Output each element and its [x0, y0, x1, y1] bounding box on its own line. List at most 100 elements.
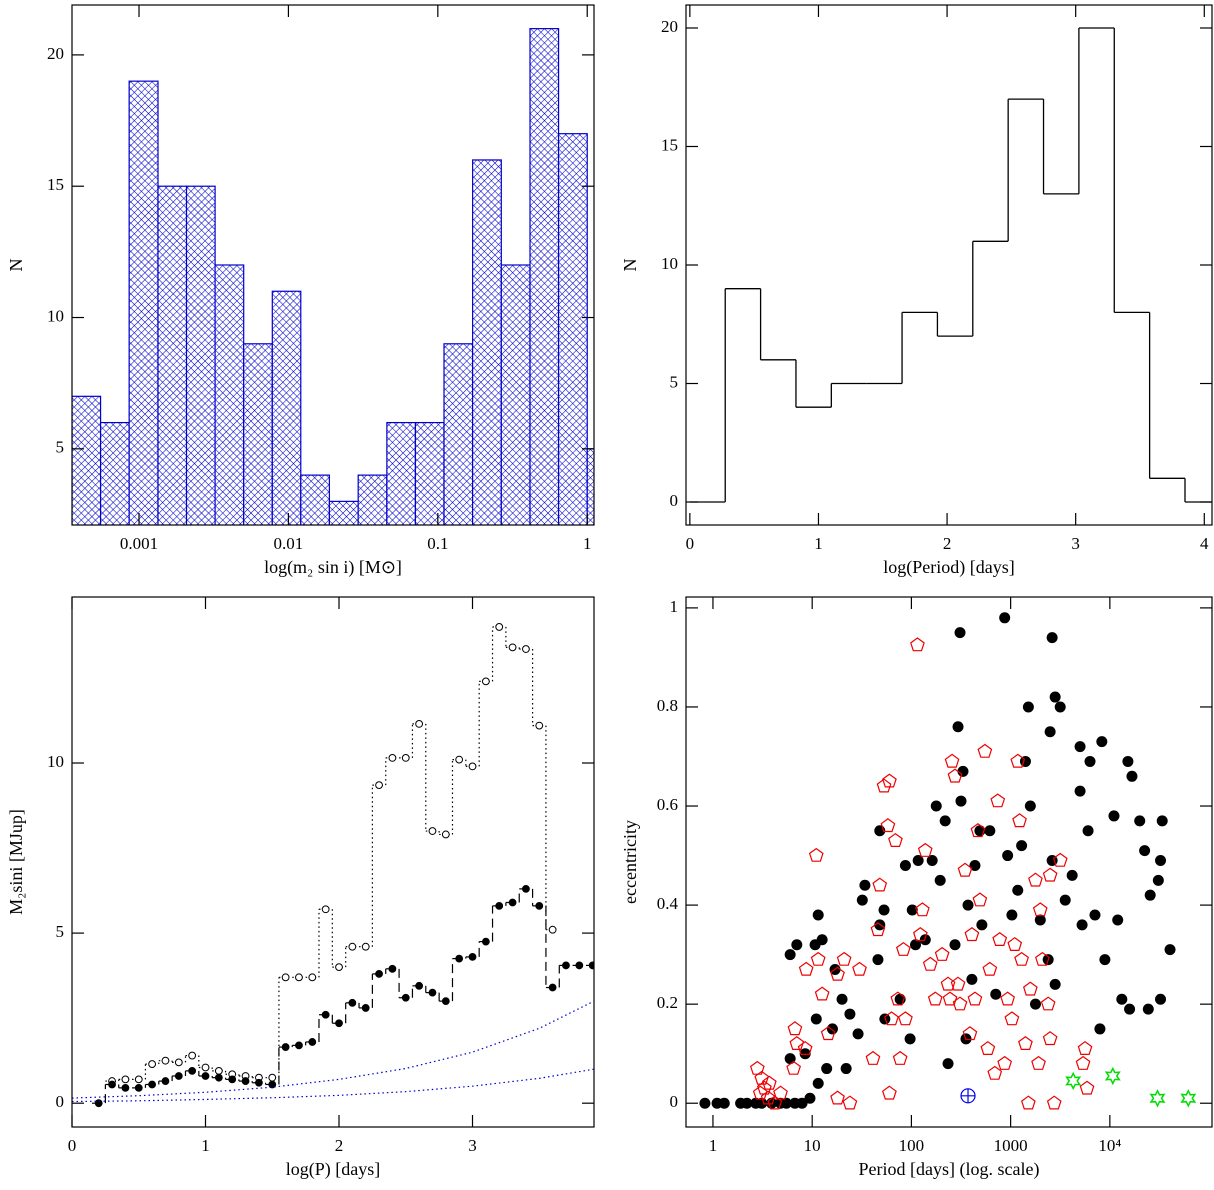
x-tick-label: 1: [814, 534, 823, 553]
point: [1022, 981, 1038, 996]
point: [760, 1090, 776, 1105]
curve: [72, 1068, 594, 1103]
point: [970, 823, 986, 838]
plot-area: [72, 28, 594, 525]
point: [1076, 919, 1088, 931]
y-tick-label: 15: [47, 175, 64, 194]
point: [904, 1033, 916, 1045]
point: [1040, 996, 1056, 1011]
x-axis-label: log(P) [days]: [286, 1159, 380, 1180]
point: [1044, 726, 1056, 738]
marker: [228, 1075, 237, 1084]
point: [1156, 815, 1168, 827]
marker: [214, 1073, 223, 1082]
x-tick-label: 10⁴: [1098, 1136, 1121, 1155]
point: [976, 919, 988, 931]
point: [1029, 998, 1041, 1010]
point: [888, 832, 903, 848]
point: [890, 991, 906, 1006]
marker: [255, 1078, 263, 1087]
point: [767, 1095, 783, 1110]
point: [990, 988, 1002, 1000]
point: [799, 1048, 811, 1060]
point: [950, 976, 966, 991]
bar: [328, 500, 359, 525]
point: [773, 1085, 788, 1100]
bar: [586, 448, 594, 525]
marker: [361, 1004, 370, 1012]
point: [987, 1065, 1003, 1080]
point: [1042, 1031, 1058, 1046]
point: [1124, 1003, 1136, 1015]
point: [881, 1085, 897, 1100]
point: [880, 818, 896, 833]
point: [879, 1013, 891, 1025]
marker: [508, 898, 517, 907]
point: [844, 1008, 856, 1020]
bar: [214, 264, 245, 525]
point: [741, 1097, 753, 1109]
point: [1034, 951, 1050, 966]
point: [952, 996, 968, 1011]
point: [912, 855, 924, 867]
x-tick-label: 2: [335, 1136, 344, 1155]
plot-frame: [685, 4, 1213, 526]
x-tick-label: 2: [943, 534, 952, 553]
point: [899, 859, 911, 871]
point: [977, 743, 993, 758]
point: [1112, 914, 1124, 926]
point: [926, 855, 938, 867]
y-tick-label: 10: [47, 306, 64, 325]
point: [1049, 978, 1061, 990]
point: [784, 949, 796, 961]
plot-frame: [685, 596, 1213, 1128]
marker: [522, 645, 530, 653]
point: [960, 1088, 976, 1104]
x-tick-label: 4: [1200, 534, 1209, 553]
point: [859, 879, 871, 891]
point: [984, 825, 996, 837]
point: [752, 1085, 768, 1100]
y-tick-label: 20: [47, 44, 64, 63]
marker: [441, 997, 450, 1006]
point: [1164, 944, 1176, 956]
bar: [443, 343, 474, 525]
point: [1004, 1011, 1020, 1026]
point: [1139, 845, 1151, 857]
point: [1010, 753, 1026, 768]
point: [830, 966, 845, 981]
x-axis-label: log(Period) [days]: [883, 557, 1014, 578]
y-tick-label: 0: [56, 1092, 65, 1111]
point: [786, 1060, 802, 1075]
point: [927, 991, 943, 1006]
x-tick-label: 1: [583, 534, 592, 553]
marker: [535, 901, 544, 910]
point: [1046, 1095, 1062, 1110]
point: [1022, 701, 1034, 713]
point: [997, 1055, 1013, 1070]
point: [856, 894, 868, 906]
marker: [295, 973, 303, 982]
point: [990, 793, 1006, 808]
point: [942, 991, 958, 1006]
marker: [214, 1066, 223, 1075]
y-tick-label: 0.6: [657, 795, 678, 814]
marker: [588, 961, 594, 970]
marker: [161, 1056, 170, 1065]
y-tick-label: 10: [661, 254, 678, 273]
marker: [481, 677, 490, 686]
marker: [281, 973, 290, 982]
point: [1144, 889, 1156, 901]
marker: [548, 925, 557, 934]
point: [964, 927, 980, 942]
point: [906, 904, 918, 916]
marker: [455, 755, 464, 764]
point: [836, 951, 852, 966]
marker: [268, 1080, 277, 1089]
point: [912, 927, 928, 942]
point: [1007, 936, 1023, 952]
marker: [375, 781, 383, 790]
point: [934, 946, 950, 961]
point: [1152, 874, 1164, 886]
point: [1014, 951, 1030, 966]
